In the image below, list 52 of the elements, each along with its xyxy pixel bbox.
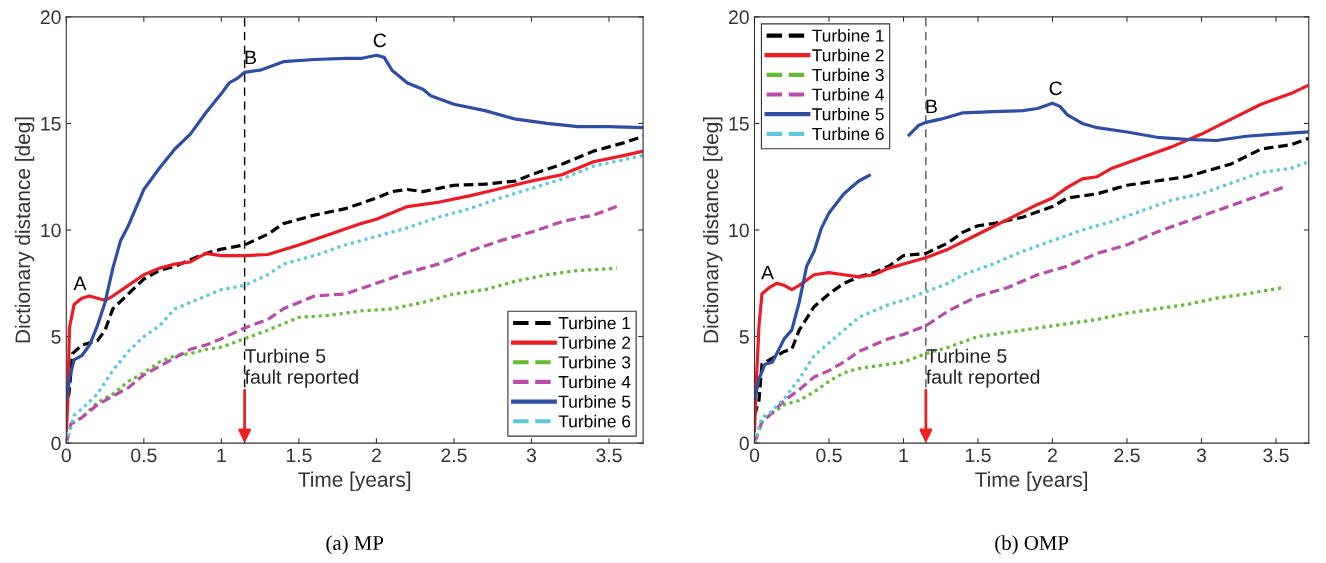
legend-label: Turbine 4 bbox=[558, 375, 631, 389]
x-tick-label: 0.5 bbox=[131, 448, 157, 463]
x-tick-label: 1 bbox=[899, 448, 908, 463]
x-tick-label: 3 bbox=[1196, 448, 1207, 463]
x-tick-label: 1.5 bbox=[965, 448, 991, 463]
y-tick-label: 10 bbox=[41, 223, 61, 238]
x-tick-label: 2 bbox=[371, 448, 381, 463]
x-tick-label: 0 bbox=[749, 448, 760, 463]
x-tick-label: 2.5 bbox=[1114, 448, 1140, 463]
y-tick-label: 15 bbox=[729, 117, 749, 131]
legend-label: Turbine 1 bbox=[812, 29, 884, 42]
x-tick-label: 1.5 bbox=[286, 448, 312, 463]
y-tick-label: 0 bbox=[739, 436, 749, 451]
annotation: Turbine 5 fault reported bbox=[244, 348, 358, 388]
legend-label: Turbine 4 bbox=[812, 88, 884, 101]
y-axis-title: Dictionary distance [deg] bbox=[14, 117, 35, 343]
legend-label: Turbine 5 bbox=[812, 107, 884, 121]
legend-label: Turbine 1 bbox=[558, 316, 631, 330]
annotation: C bbox=[373, 33, 387, 48]
y-tick-label: 20 bbox=[728, 10, 749, 25]
y-tick-label: 0 bbox=[51, 436, 61, 451]
y-tick-label: 5 bbox=[739, 330, 749, 344]
x-tick-label: 3.5 bbox=[1263, 448, 1289, 463]
x-tick-label: 2 bbox=[1048, 448, 1057, 463]
annotation: Turbine 5 fault reported bbox=[926, 348, 1040, 388]
annotation: B bbox=[926, 99, 937, 114]
y-axis-title: Dictionary distance [deg] bbox=[703, 117, 723, 343]
legend-label: Turbine 2 bbox=[812, 48, 884, 62]
annotation: A bbox=[761, 265, 774, 280]
x-tick-label: 0.5 bbox=[816, 448, 842, 463]
x-axis-title: Time [years] bbox=[975, 471, 1088, 492]
y-tick-label: 10 bbox=[729, 223, 749, 238]
x-axis-title: Time [years] bbox=[298, 471, 411, 492]
x-tick-label: 2.5 bbox=[441, 448, 467, 463]
x-tick-label: 1 bbox=[217, 448, 226, 463]
legend-label: Turbine 3 bbox=[558, 355, 631, 369]
x-tick-label: 3.5 bbox=[596, 448, 622, 463]
y-tick-label: 20 bbox=[40, 10, 61, 25]
text: (a) MP bbox=[326, 535, 384, 555]
annotation: C bbox=[1049, 81, 1062, 96]
legend-label: Turbine 6 bbox=[558, 414, 631, 428]
legend-label: Turbine 3 bbox=[812, 68, 884, 82]
text: (b) OMP bbox=[995, 535, 1069, 555]
legend-label: Turbine 2 bbox=[558, 336, 631, 349]
legend-label: Turbine 5 bbox=[558, 395, 631, 408]
y-tick-label: 15 bbox=[41, 117, 61, 131]
legend-label: Turbine 6 bbox=[812, 127, 884, 141]
x-tick-label: 3 bbox=[526, 448, 537, 463]
x-tick-label: 0 bbox=[61, 448, 71, 463]
annotation: A bbox=[73, 276, 87, 290]
y-tick-label: 5 bbox=[51, 330, 61, 344]
annotation: B bbox=[245, 50, 256, 65]
